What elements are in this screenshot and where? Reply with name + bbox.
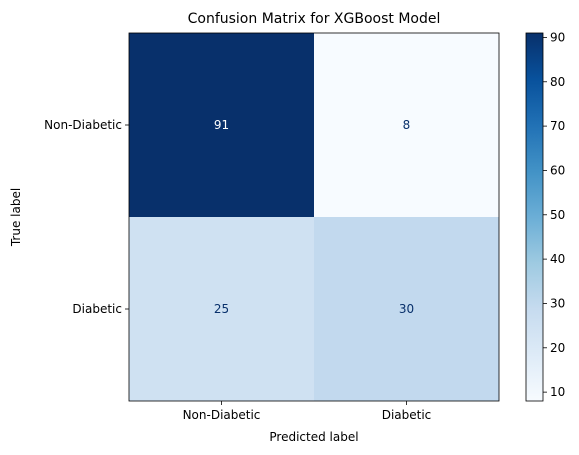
cell-value-label: 91 [214,118,229,132]
y-tick-label: Diabetic [72,302,122,316]
colorbar-tick-label: 20 [550,341,565,355]
heatmap-cell-labels: 91 8 25 30 [214,118,414,316]
x-tick-label: Diabetic [382,408,432,422]
cell-value-label: 25 [214,302,229,316]
chart-title: Confusion Matrix for XGBoost Model [188,11,441,27]
colorbar-tick-label: 50 [550,208,565,222]
colorbar-tick-label: 80 [550,75,565,89]
heatmap-cells [129,33,499,401]
plot-frame [128,32,500,402]
colorbar-tick-label: 40 [550,252,565,266]
cell-value-label: 30 [399,302,414,316]
heatmap-cell [129,217,314,401]
heatmap-cell [314,33,499,217]
colorbar-tick-label: 30 [550,296,565,310]
colorbar-tick-label: 10 [550,385,565,399]
colorbar-tick-label: 70 [550,119,565,133]
x-axis-label: Predicted label [269,430,358,444]
y-axis-label: True label [9,188,23,247]
heatmap-cell [129,33,314,217]
y-tick-label: Non-Diabetic [44,118,122,132]
colorbar [525,32,544,402]
colorbar-tick-label: 90 [550,30,565,44]
x-tick-label: Non-Diabetic [183,408,261,422]
cell-value-label: 8 [403,118,411,132]
heatmap-cell [314,217,499,401]
colorbar-ticks: 10 20 30 40 50 60 70 80 90 [543,30,565,399]
y-axis-ticks: Non-Diabetic Diabetic [44,118,129,316]
x-axis-ticks: Non-Diabetic Diabetic [183,401,432,422]
colorbar-tick-label: 60 [550,163,565,177]
